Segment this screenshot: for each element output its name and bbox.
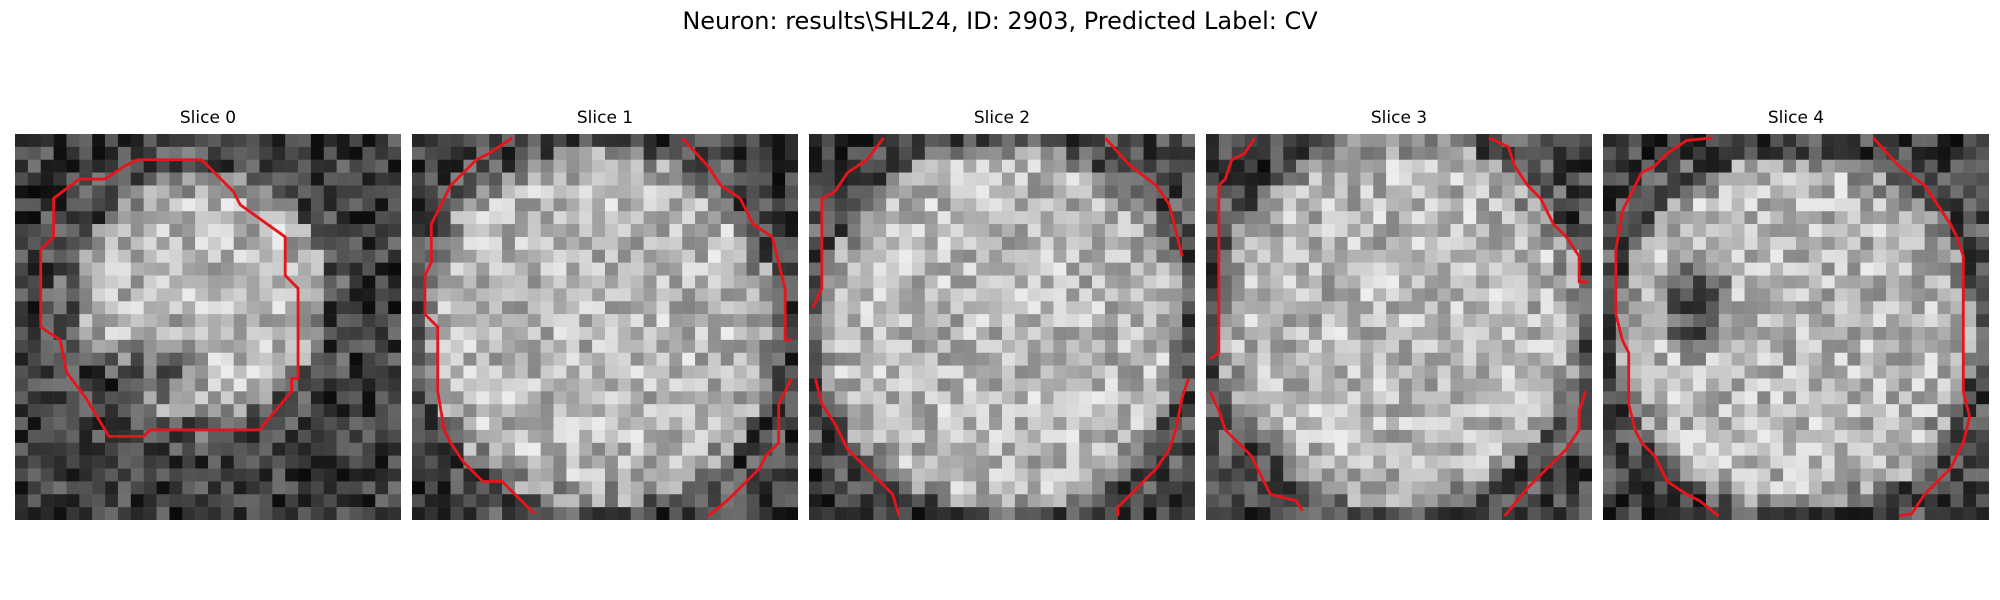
slice-2-outline-3 xyxy=(1116,378,1190,517)
slice-image-0 xyxy=(15,134,401,520)
slice-title-0: Slice 0 xyxy=(179,108,237,128)
slice-title-2: Slice 2 xyxy=(973,108,1031,128)
slice-image-2 xyxy=(809,134,1195,520)
slice-1-outline-1 xyxy=(681,136,792,342)
slice-title-4: Slice 4 xyxy=(1767,108,1825,128)
slice-title-1: Slice 1 xyxy=(576,108,634,128)
slice-2-outline-2 xyxy=(814,378,901,517)
slice-image-1 xyxy=(412,134,798,520)
slice-2-outline-0 xyxy=(811,137,885,309)
slice-3-outline-3 xyxy=(1503,390,1587,518)
figure-title: Neuron: results\SHL24, ID: 2903, Predict… xyxy=(682,7,1318,35)
slice-title-3: Slice 3 xyxy=(1370,108,1428,128)
slice-image-3 xyxy=(1206,134,1592,520)
slice-3-outline-1 xyxy=(1488,136,1589,284)
slice-1-outline-0 xyxy=(423,136,536,515)
slice-4-outline-0 xyxy=(1614,136,1720,518)
slice-3-outline-2 xyxy=(1208,390,1304,512)
slice-2-outline-1 xyxy=(1103,136,1184,257)
slice-1-outline-2 xyxy=(707,377,793,518)
slice-3-outline-0 xyxy=(1209,137,1257,361)
slice-0-outline-0 xyxy=(39,158,300,438)
slice-4-outline-1 xyxy=(1872,136,1972,518)
slice-image-4 xyxy=(1603,134,1989,520)
